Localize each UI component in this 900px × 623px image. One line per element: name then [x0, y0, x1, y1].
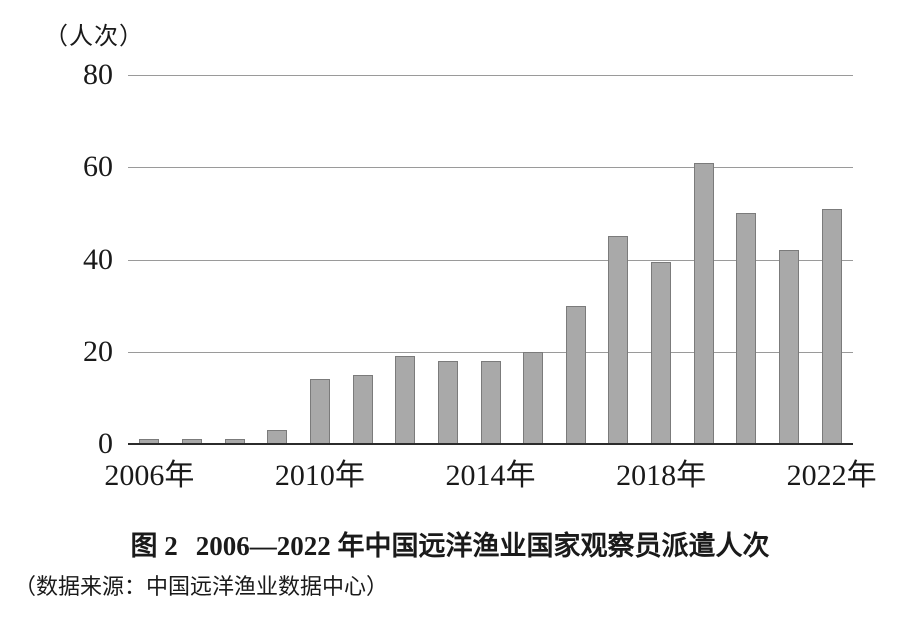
x-tick-label-2018: 2018年: [616, 459, 707, 492]
y-tick-label-40: 40: [83, 242, 113, 276]
x-tick-label-2010: 2010年: [274, 459, 365, 492]
bar-2015: [523, 351, 544, 444]
y-tick-label-20: 20: [83, 334, 113, 368]
gridline-y-40: [128, 259, 853, 261]
y-tick-label-0: 0: [98, 427, 113, 460]
bar-2019: [693, 162, 714, 444]
data-source-note: （数据来源：中国远洋渔业数据中心）: [14, 574, 389, 599]
bar-2017: [608, 236, 629, 444]
gridline-y-80: [128, 75, 853, 76]
bar-2011: [352, 374, 373, 444]
bar-chart-plot-area: 2006年 2010年 2014年 2018年 2022年: [104, 75, 877, 491]
bar-2018: [651, 261, 672, 444]
y-axis-unit-label: （人次）: [44, 24, 144, 50]
x-tick-label-2014: 2014年: [445, 459, 536, 492]
bar-2007: [181, 439, 202, 444]
bar-2009: [267, 430, 288, 444]
bar-2013: [437, 360, 458, 444]
x-axis-line: [128, 443, 853, 445]
bar-2006: [139, 439, 160, 444]
bar-2012: [395, 356, 416, 444]
y-tick-label-60: 60: [83, 150, 113, 184]
x-tick-label-2022: 2022年: [786, 459, 877, 492]
bar-2016: [565, 305, 586, 444]
bar-2014: [480, 360, 501, 444]
figure-title: 2006—2022 年中国远洋渔业国家观察员派遣人次: [195, 531, 770, 561]
figure-caption: 图 2 2006—2022 年中国远洋渔业国家观察员派遣人次: [0, 524, 900, 563]
figure-number: 图 2: [130, 531, 178, 561]
bar-2010: [309, 379, 330, 444]
gridline-y-20: [128, 351, 853, 353]
bar-2008: [224, 439, 245, 444]
bar-2020: [736, 213, 757, 444]
y-tick-label-80: 80: [83, 58, 113, 91]
x-tick-label-2006: 2006年: [104, 459, 195, 492]
bar-2022: [821, 208, 842, 444]
bar-2021: [779, 250, 800, 444]
gridline-y-60: [128, 167, 853, 169]
